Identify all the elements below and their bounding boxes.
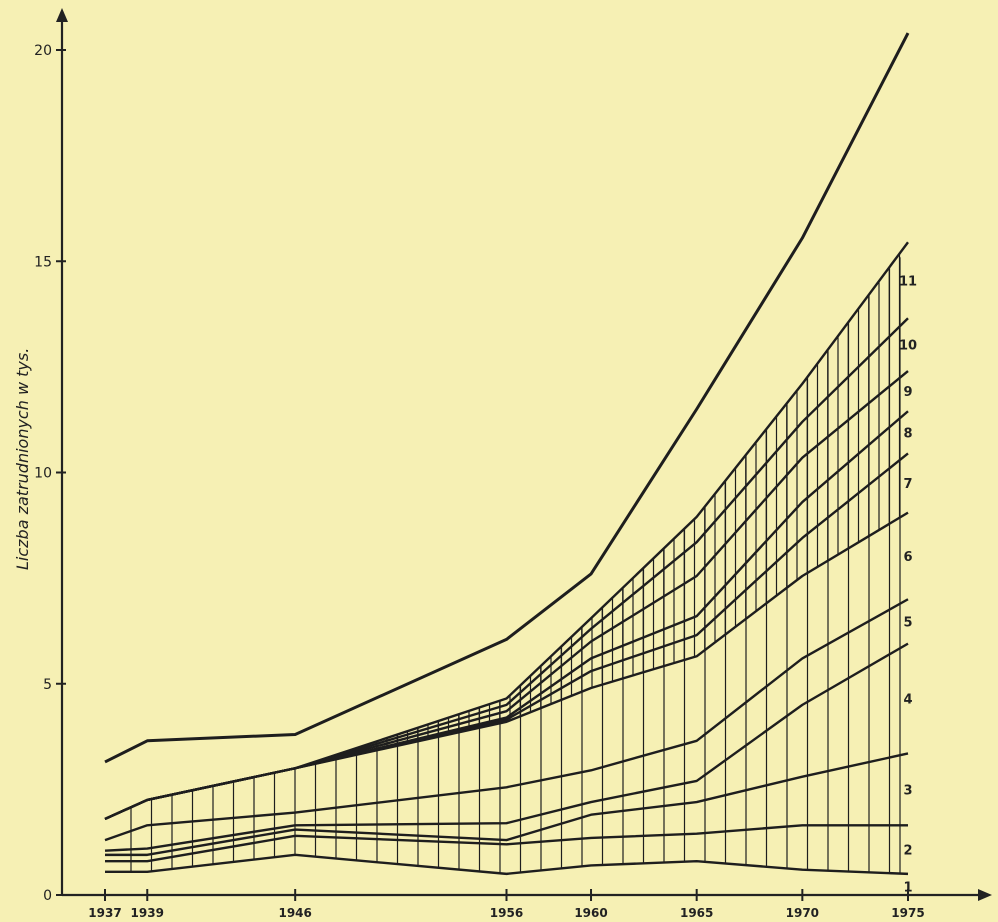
- x-axis-arrow: [978, 889, 992, 901]
- y-tick-label: 0: [43, 888, 52, 904]
- x-tick-label: 1960: [574, 906, 607, 920]
- x-tick-label: 1939: [131, 906, 164, 920]
- total-line: [104, 32, 910, 764]
- band-label-7: 7: [903, 477, 912, 492]
- x-tick-label: 1975: [891, 906, 924, 920]
- band-label-11: 11: [899, 274, 917, 289]
- band-label-6: 6: [903, 550, 912, 565]
- y-tick-label: 15: [34, 254, 52, 270]
- band-line-4: [104, 642, 909, 852]
- band-label-4: 4: [903, 693, 912, 708]
- x-tick-label: 1956: [490, 906, 523, 920]
- x-tick-label: 1970: [786, 906, 819, 920]
- band-label-10: 10: [899, 339, 917, 354]
- band-label-5: 5: [903, 615, 912, 630]
- axes-layer: [56, 8, 992, 901]
- band-label-1: 1: [903, 881, 912, 896]
- y-tick-label: 20: [34, 43, 52, 59]
- series-lines-layer: [104, 32, 910, 876]
- x-tick-label: 1937: [88, 906, 121, 920]
- band-label-8: 8: [903, 426, 912, 441]
- x-tick-label: 1946: [278, 906, 311, 920]
- y-axis-arrow: [56, 8, 68, 22]
- band-labels-layer: 1 2 3 4 5 6 7 8 9 10 11: [899, 274, 917, 895]
- y-tick-label: 5: [43, 677, 52, 693]
- x-tick-label: 1965: [680, 906, 713, 920]
- y-tick-label: 10: [34, 466, 52, 482]
- band-line-11: [104, 241, 909, 821]
- band-line-2: [105, 824, 908, 863]
- band-label-2: 2: [903, 844, 912, 859]
- band-line-1: [105, 853, 909, 876]
- band-label-9: 9: [903, 385, 912, 400]
- band-label-3: 3: [903, 783, 912, 798]
- y-axis-label: Liczba zatrudnionych w tys.: [13, 348, 32, 570]
- band-line-5: [104, 598, 909, 842]
- band-line-3: [105, 752, 909, 857]
